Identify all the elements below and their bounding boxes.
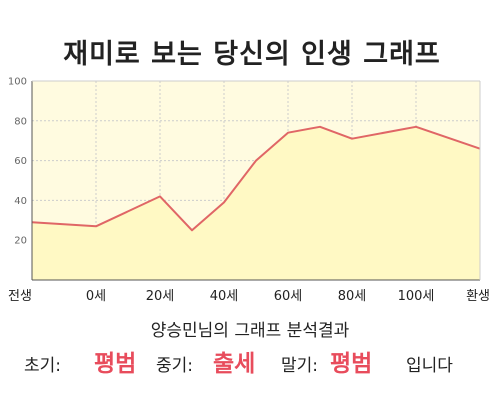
early-label: 초기: — [24, 356, 61, 376]
axes — [31, 80, 481, 281]
x-tick-label: 40세 — [210, 289, 239, 304]
y-tick-label: 100 — [8, 77, 27, 88]
y-tick-label: 80 — [14, 116, 27, 127]
late-label: 말기: — [281, 356, 318, 376]
late-value: 평범 — [330, 351, 372, 377]
x-tick-label: 전생 — [8, 289, 32, 304]
ending-text: 입니다 — [406, 356, 453, 376]
series-layer — [31, 125, 481, 280]
y-tick-labels: 20 40 60 80 100 — [8, 77, 27, 247]
y-tick-label: 20 — [14, 236, 27, 247]
x-tick-label: 60세 — [274, 289, 303, 304]
y-tick-label: 60 — [14, 156, 27, 167]
x-tick-label: 100세 — [398, 289, 435, 304]
x-tick-label: 20세 — [146, 289, 175, 304]
x-tick-label: 80세 — [338, 289, 367, 304]
series-line — [31, 125, 481, 232]
analysis-subtitle: 양승민님의 그래프 분석결과 — [151, 321, 350, 341]
middle-label: 중기: — [156, 356, 193, 376]
x-tick-label: 환생 — [466, 289, 490, 304]
chart-title: 재미로 보는 당신의 인생 그래프 — [63, 39, 441, 70]
series-area — [32, 126, 480, 280]
y-tick-label: 40 — [14, 196, 27, 207]
x-tick-label: 0세 — [86, 289, 106, 304]
x-tick-labels: 전생 0세 20세 40세 60세 80세 100세 환생 — [8, 289, 490, 304]
early-value: 평범 — [94, 351, 136, 377]
middle-value: 출세 — [213, 351, 255, 377]
